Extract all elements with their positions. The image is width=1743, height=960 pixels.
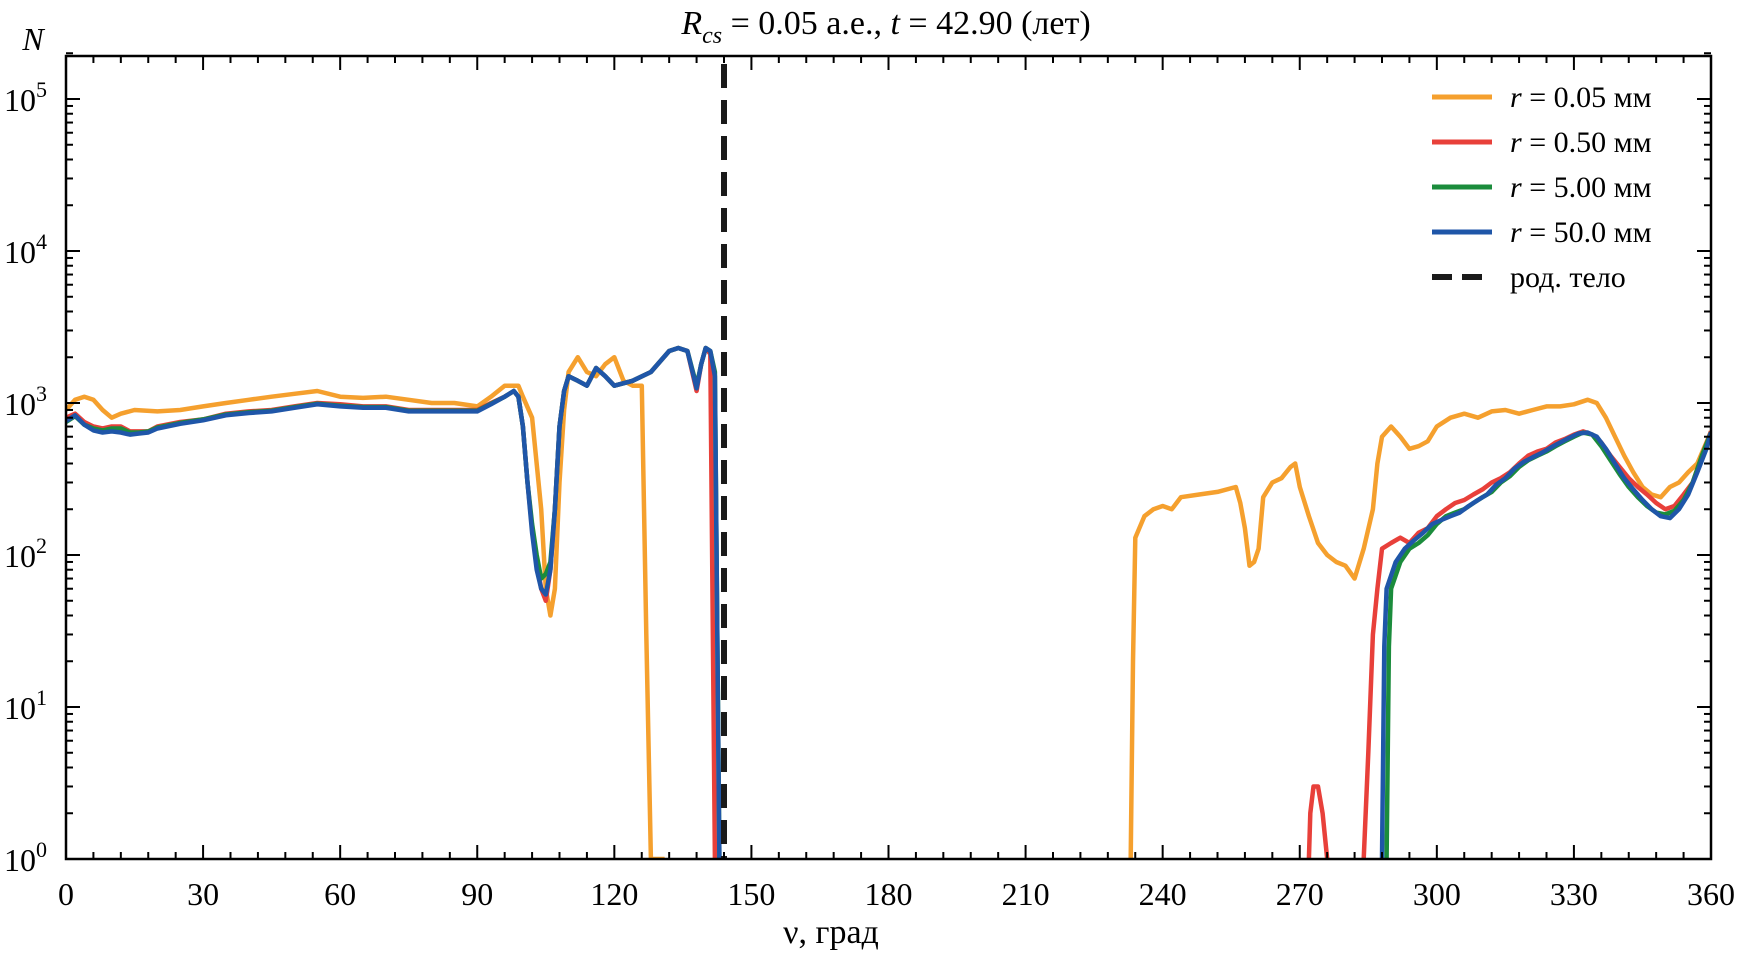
x-tick-labels: 0 30 60 90 120 150 180 210 240 270 300 330 360 [58, 876, 1735, 912]
y-tick-label: 104 [4, 229, 47, 270]
x-tick-label: 60 [324, 876, 356, 912]
x-tick-label: 240 [1139, 876, 1187, 912]
series-line-1 [66, 354, 665, 859]
series-line-2 [1306, 784, 1330, 859]
ticks-layer [65, 52, 1712, 860]
y-tick-label: 101 [4, 685, 47, 726]
title-text-2: = 42.90 (лет) [900, 5, 1091, 42]
x-tick-label: 120 [590, 876, 638, 912]
x-tick-label: 330 [1550, 876, 1598, 912]
y-tick-label: 105 [4, 77, 47, 118]
y-tick-label: 103 [4, 381, 47, 422]
y-tick-label: 102 [4, 533, 47, 574]
x-tick-label: 30 [187, 876, 219, 912]
chart-title: Rcs = 0.05 а.е., t = 42.90 (лет) [680, 5, 1090, 49]
x-tick-label: 180 [865, 876, 913, 912]
series-line-2 [1361, 429, 1711, 859]
x-tick-label: 360 [1687, 876, 1735, 912]
series-line-4 [66, 345, 724, 859]
legend-label: r = 0.50 мм [1510, 126, 1652, 159]
title-subscript: cs [702, 23, 722, 49]
x-tick-label: 270 [1276, 876, 1324, 912]
x-tick-label: 90 [461, 876, 493, 912]
y-axis-label: N [21, 21, 45, 57]
title-text-1: = 0.05 а.е., [722, 5, 890, 42]
legend-label: r = 5.00 мм [1510, 171, 1652, 204]
y-tick-label: 100 [4, 837, 47, 878]
title-symbol: R [680, 5, 702, 42]
legend-label: род. тело [1510, 261, 1626, 294]
series-line-3 [66, 345, 724, 859]
x-tick-label: 0 [58, 876, 74, 912]
x-tick-label: 300 [1413, 876, 1461, 912]
x-tick-label: 150 [727, 876, 775, 912]
x-axis-label: ν, град [783, 914, 879, 951]
title-time-symbol: t [890, 5, 901, 42]
legend-label: r = 50.0 мм [1510, 216, 1652, 249]
series-line-4 [1379, 430, 1711, 859]
legend: r = 0.05 мм r = 0.50 мм r = 5.00 мм r = 50.… [1432, 81, 1652, 294]
series-layer [66, 345, 1711, 859]
plot-frame [64, 54, 1713, 861]
x-tick-label: 210 [1002, 876, 1050, 912]
series-line-1 [1128, 397, 1711, 859]
legend-label: r = 0.05 мм [1510, 81, 1652, 114]
y-tick-labels: 100 101 102 103 104 105 [4, 77, 47, 878]
